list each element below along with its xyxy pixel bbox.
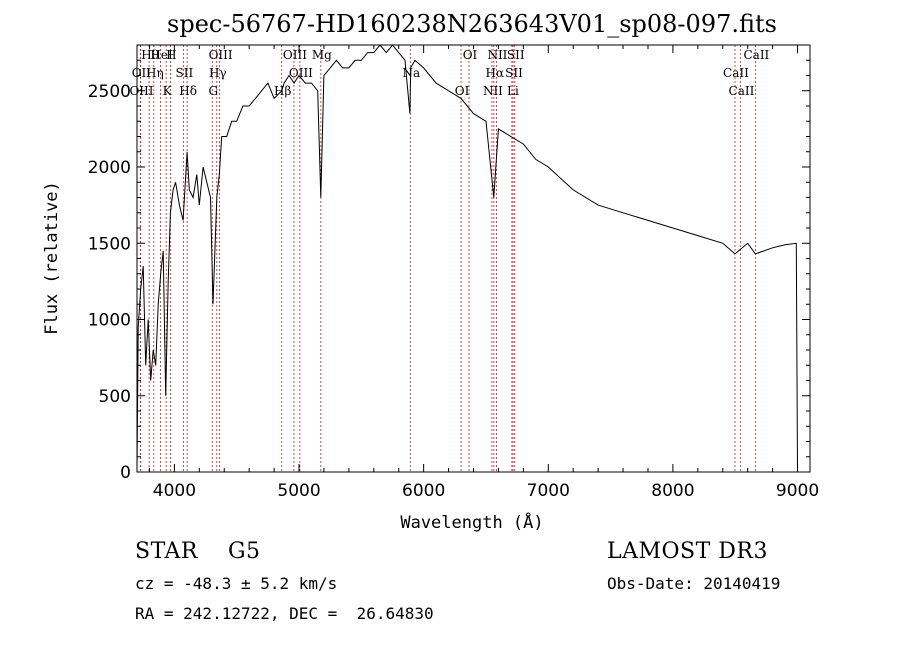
emission-line-label: OIII: [289, 66, 313, 80]
emission-line-label: Hδ: [179, 84, 197, 98]
emission-line-label: SII: [176, 66, 194, 80]
emission-line-label: NII: [483, 84, 503, 98]
emission-line-label: CaII: [723, 66, 749, 80]
y-axis-title: Flux (relative): [42, 181, 62, 335]
plot-frame: [136, 44, 811, 473]
x-axis-title: Wavelength (Å): [400, 511, 543, 533]
y-tick-label: 2500: [88, 82, 131, 102]
emission-line-label: Na: [402, 66, 420, 80]
emission-line-label: Hη: [146, 66, 164, 80]
emission-line-label: Mg: [312, 48, 332, 62]
emission-line-label: OI: [455, 84, 470, 98]
y-tick-label: 2000: [88, 158, 131, 178]
chart-title: spec-56767-HD160238N263643V01_sp08-097.f…: [167, 10, 777, 38]
emission-line-label: CaII: [729, 84, 755, 98]
y-tick-label: 500: [99, 387, 131, 407]
x-tick-label: 5000: [277, 481, 320, 501]
x-axis: 4000 5000 6000 7000 8000 9000: [148, 45, 819, 501]
emission-line-label: Hθ: [141, 48, 159, 62]
emission-line-label: HeI: [150, 48, 173, 62]
x-tick-label: 7000: [527, 481, 570, 501]
emission-line-label: NII: [487, 48, 507, 62]
y-tick-label: 0: [120, 463, 131, 483]
emission-line-label: SII: [507, 48, 525, 62]
emission-line-label: OIII: [209, 48, 233, 62]
object-class: STAR G5: [135, 539, 261, 564]
spectrum-line: [136, 44, 798, 473]
y-axis: 0 500 1000 1500 2000 2500: [88, 59, 810, 483]
y-tick-label: 1500: [88, 234, 131, 254]
emission-line-markers: [139, 45, 756, 472]
survey-name: LAMOST DR3: [607, 539, 768, 564]
observation-date: Obs-Date: 20140419: [607, 574, 781, 593]
emission-line-label: OI: [463, 48, 478, 62]
x-tick-label: 6000: [402, 481, 445, 501]
x-tick-label: 9000: [776, 481, 819, 501]
emission-line-label: OIII: [283, 48, 307, 62]
sky-coordinates: RA = 242.12722, DEC = 26.64830: [135, 604, 434, 623]
emission-line-label: Hα: [486, 66, 505, 80]
emission-line-label: K: [163, 84, 173, 98]
x-tick-label: 4000: [153, 481, 196, 501]
redshift-value: cz = -48.3 ± 5.2 km/s: [135, 574, 338, 593]
emission-line-label: Hγ: [209, 66, 227, 80]
emission-line-label: SII: [505, 66, 523, 80]
emission-line-label: G: [208, 84, 218, 98]
y-tick-label: 1000: [88, 311, 131, 331]
emission-line-label: Li: [507, 84, 519, 98]
emission-line-labels: HθOIIOIIIHeIHηKHSIIHδOIIIHγGOIIIOIIIHβMg…: [129, 48, 769, 98]
emission-line-label: CaII: [743, 48, 769, 62]
x-tick-label: 8000: [651, 481, 694, 501]
emission-line-label: H: [166, 48, 176, 62]
